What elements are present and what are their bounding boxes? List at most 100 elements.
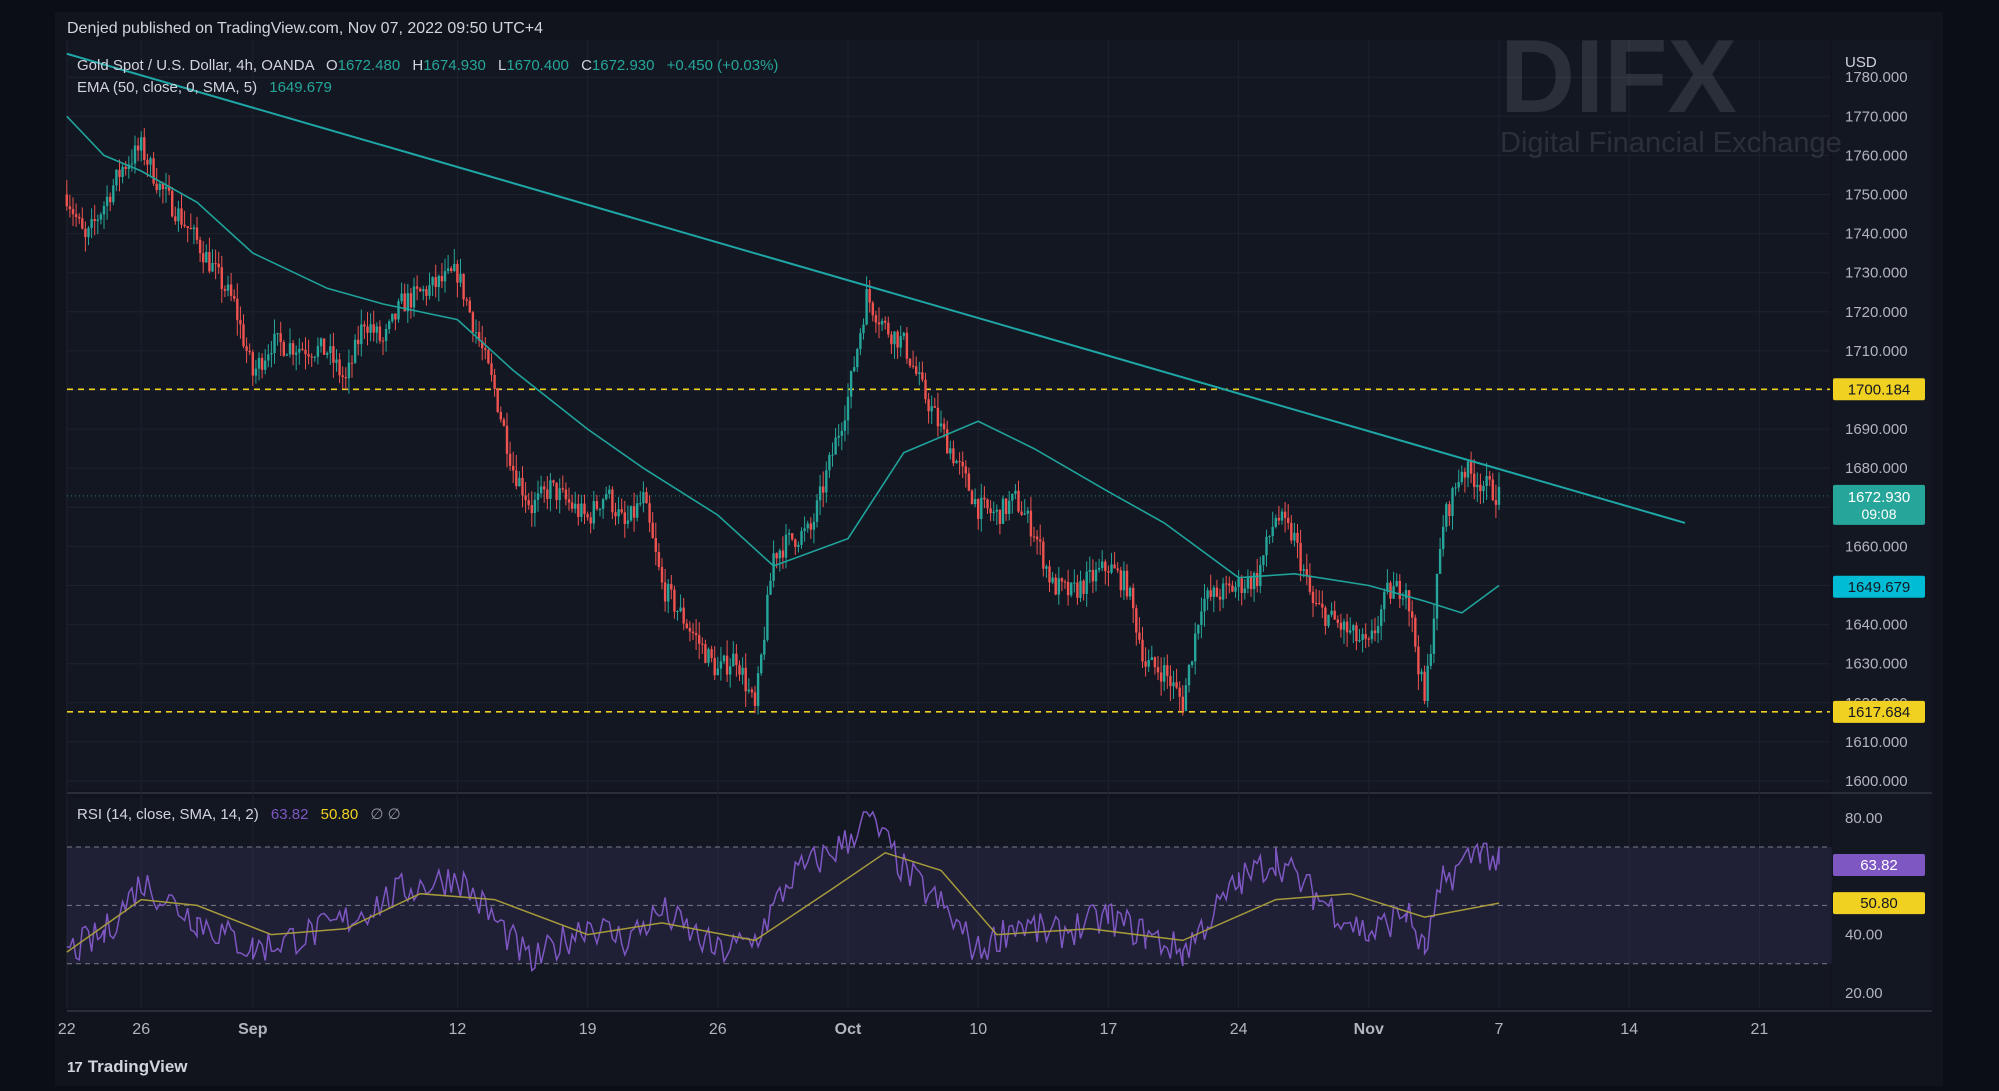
candle-down [521, 477, 524, 496]
candle-down [223, 289, 227, 291]
candle-up [353, 339, 357, 363]
candle-down [363, 324, 366, 327]
candle-up [205, 252, 208, 263]
candle-down [124, 166, 127, 169]
candle-down [685, 623, 688, 629]
candle-up [267, 354, 270, 361]
candle-down [908, 358, 912, 366]
candle-up [608, 489, 611, 494]
candle-up [880, 320, 884, 325]
candle-up [617, 509, 620, 517]
candle-up [177, 208, 180, 222]
candle-up [902, 332, 905, 337]
candle-up [270, 353, 273, 355]
candle-down [344, 377, 347, 379]
time-tick-label: 7 [1495, 1021, 1504, 1038]
tradingview-brand[interactable]: 17 TradingView [67, 1057, 188, 1077]
candle-up [719, 661, 723, 669]
candle-down [434, 277, 437, 288]
candle-down [229, 284, 233, 296]
candle-up [1194, 633, 1197, 662]
candle-down [1017, 490, 1020, 512]
candle-down [341, 375, 344, 378]
candle-down [1411, 611, 1414, 618]
candle-up [412, 286, 416, 308]
candle-up [859, 333, 862, 350]
price-tick-label: 1630.000 [1845, 656, 1908, 673]
price-tick-label: 1730.000 [1845, 265, 1908, 282]
candle-down [1494, 500, 1498, 505]
candle-up [639, 503, 642, 505]
candle-down [1491, 479, 1494, 501]
candle-down [372, 324, 375, 333]
candle-down [750, 689, 754, 693]
candle-up [856, 349, 859, 368]
candle-up [766, 594, 769, 640]
candle-down [146, 159, 149, 165]
candle-up [865, 289, 868, 325]
candle-down [698, 635, 701, 644]
candle-down [245, 346, 248, 351]
candle-up [1079, 580, 1082, 598]
candle-down [1156, 667, 1160, 673]
candle-up [1014, 490, 1017, 494]
candle-down [611, 489, 614, 513]
candle-up [707, 649, 710, 663]
candle-down [1107, 571, 1110, 573]
candle-up [226, 284, 230, 291]
candle-up [474, 332, 478, 334]
candle-up [825, 470, 828, 493]
candle-up [384, 329, 388, 341]
candle-down [1389, 582, 1392, 599]
candle-up [980, 497, 983, 519]
candle-up [115, 169, 118, 186]
price-tick-label: 1750.000 [1845, 187, 1908, 204]
open-label: O [326, 57, 338, 74]
candle-down [1178, 687, 1181, 697]
candle-up [1001, 498, 1005, 524]
candle-down [527, 500, 530, 506]
candle-down [1004, 498, 1008, 514]
candle-up [1190, 661, 1194, 666]
candle-down [161, 183, 165, 190]
candle-up [729, 666, 732, 675]
candle-up [949, 448, 952, 454]
candle-down [357, 339, 360, 345]
candle-down [1336, 619, 1339, 623]
candle-up [254, 368, 258, 376]
candle-up [140, 137, 143, 151]
candle-down [366, 326, 369, 333]
candle-up [803, 528, 806, 532]
candle-up [667, 583, 670, 602]
candle-up [549, 480, 552, 499]
candle-down [1082, 580, 1085, 594]
candle-down [1373, 630, 1377, 634]
candle-up [347, 362, 351, 379]
candle-down [775, 553, 778, 559]
support-badge-text: 1617.684 [1848, 704, 1911, 721]
candle-down [282, 342, 285, 356]
candle-up [1262, 555, 1265, 566]
candle-down [512, 465, 515, 471]
candle-down [673, 589, 676, 612]
candle-down [456, 263, 459, 283]
candle-up [1485, 476, 1488, 487]
symbol-name: Gold Spot / U.S. Dollar, 4h, OANDA [77, 57, 315, 74]
candle-down [1398, 580, 1401, 599]
candle-down [1240, 578, 1243, 593]
candle-down [171, 190, 174, 217]
candle-down [1367, 638, 1370, 640]
candle-up [1237, 578, 1240, 587]
time-tick-label: 12 [449, 1021, 467, 1038]
candle-up [769, 580, 772, 595]
candle-up [1476, 484, 1479, 488]
candle-up [1097, 568, 1101, 570]
candle-up [1187, 665, 1191, 686]
resistance-badge [1833, 378, 1925, 401]
candle-down [1141, 639, 1144, 662]
candle-up [1094, 569, 1098, 582]
candle-down [1423, 671, 1426, 702]
candle-up [158, 183, 161, 191]
candle-up [1370, 630, 1374, 640]
